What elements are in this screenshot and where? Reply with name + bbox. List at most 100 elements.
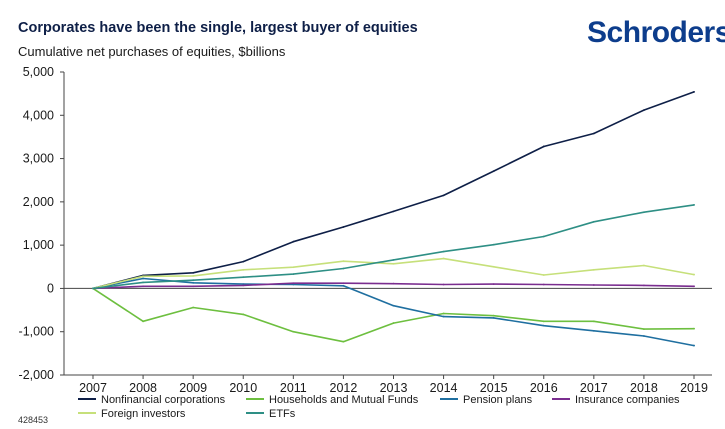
data-point-nonfinancial-corporations-2015 — [492, 170, 495, 173]
data-point-nonfinancial-corporations-2019 — [693, 91, 695, 93]
data-point-pension-plans-2011 — [292, 283, 295, 286]
data-point-pension-plans-2018 — [643, 335, 645, 337]
y-tick-label: 3,000 — [23, 152, 54, 166]
data-point-nonfinancial-corporations-2014 — [442, 194, 445, 197]
data-point-nonfinancial-corporations-2012 — [342, 226, 345, 228]
data-point-foreign-investors-2011 — [292, 266, 295, 269]
data-point-households-and-mutual-funds-2009 — [192, 306, 195, 309]
data-point-insurance-companies-2012 — [342, 282, 345, 285]
data-point-households-and-mutual-funds-2013 — [392, 322, 395, 324]
x-tick-label: 2011 — [280, 381, 307, 395]
data-point-foreign-investors-2019 — [693, 273, 695, 276]
data-point-nonfinancial-corporations-2013 — [392, 210, 395, 213]
data-point-households-and-mutual-funds-2018 — [643, 328, 645, 331]
data-point-insurance-companies-2019 — [693, 285, 695, 288]
x-tick-label: 2008 — [129, 381, 157, 395]
y-tick-label: -2,000 — [19, 368, 54, 382]
data-point-insurance-companies-2016 — [542, 283, 545, 286]
y-tick-label: 0 — [47, 281, 54, 295]
data-point-etfs-2019 — [693, 203, 695, 206]
data-point-households-and-mutual-funds-2008 — [142, 320, 144, 323]
data-point-pension-plans-2019 — [693, 344, 695, 347]
data-point-etfs-2016 — [542, 235, 545, 238]
x-tick-label: 2010 — [229, 381, 257, 395]
data-point-households-and-mutual-funds-2011 — [292, 330, 295, 333]
x-tick-label: 2012 — [330, 381, 358, 395]
data-point-etfs-2013 — [392, 258, 395, 261]
legend-label: Households and Mutual Funds — [269, 394, 419, 406]
data-point-etfs-2012 — [342, 267, 345, 270]
data-point-foreign-investors-2012 — [342, 260, 345, 263]
x-tick-label: 2017 — [580, 381, 608, 395]
data-point-foreign-investors-2010 — [242, 268, 245, 271]
data-point-foreign-investors-2009 — [192, 274, 195, 277]
data-point-nonfinancial-corporations-2011 — [292, 240, 295, 243]
data-point-nonfinancial-corporations-2016 — [542, 145, 545, 148]
data-point-etfs-2007 — [92, 287, 94, 290]
y-tick-label: 4,000 — [23, 108, 54, 122]
data-point-pension-plans-2009 — [192, 281, 195, 284]
series-line-households-and-mutual-funds — [92, 287, 695, 343]
data-point-foreign-investors-2013 — [392, 262, 395, 265]
data-point-pension-plans-2017 — [592, 329, 595, 332]
data-point-foreign-investors-2017 — [592, 268, 595, 271]
data-point-pension-plans-2016 — [542, 324, 545, 327]
data-point-insurance-companies-2015 — [492, 283, 495, 285]
data-point-foreign-investors-2018 — [643, 264, 645, 267]
y-tick-label: -1,000 — [19, 325, 54, 339]
data-point-foreign-investors-2015 — [492, 265, 495, 268]
data-point-nonfinancial-corporations-2009 — [192, 271, 195, 274]
data-point-insurance-companies-2011 — [292, 282, 295, 285]
legend-label: Nonfinancial corporations — [101, 394, 226, 406]
data-point-etfs-2010 — [242, 276, 245, 279]
data-point-pension-plans-2012 — [342, 284, 345, 287]
data-point-etfs-2015 — [492, 243, 495, 246]
series-line-nonfinancial-corporations — [92, 91, 695, 290]
data-point-pension-plans-2013 — [392, 304, 395, 307]
data-point-households-and-mutual-funds-2015 — [492, 314, 495, 317]
data-point-nonfinancial-corporations-2017 — [592, 132, 595, 135]
data-point-pension-plans-2014 — [442, 315, 445, 318]
data-point-pension-plans-2008 — [142, 277, 144, 280]
data-point-etfs-2017 — [592, 220, 595, 223]
data-point-etfs-2011 — [292, 273, 295, 276]
x-tick-label: 2013 — [380, 381, 408, 395]
x-tick-label: 2009 — [179, 381, 207, 395]
data-point-households-and-mutual-funds-2014 — [442, 312, 445, 315]
data-point-pension-plans-2010 — [242, 283, 245, 285]
x-tick-label: 2019 — [680, 381, 708, 395]
y-tick-label: 2,000 — [23, 195, 54, 209]
data-point-etfs-2018 — [643, 211, 645, 214]
legend-label: ETFs — [269, 408, 296, 420]
chart-subtitle: Cumulative net purchases of equities, $b… — [18, 44, 286, 59]
data-point-households-and-mutual-funds-2019 — [693, 327, 695, 330]
legend-label: Foreign investors — [101, 408, 186, 420]
legend-label: Insurance companies — [575, 394, 680, 406]
data-point-etfs-2014 — [442, 250, 445, 253]
data-point-insurance-companies-2008 — [142, 285, 144, 288]
x-tick-label: 2007 — [79, 381, 107, 395]
data-point-households-and-mutual-funds-2012 — [342, 340, 345, 343]
legend-label: Pension plans — [463, 394, 533, 406]
data-point-insurance-companies-2013 — [392, 282, 395, 285]
x-tick-label: 2014 — [430, 381, 458, 395]
data-point-etfs-2008 — [142, 281, 144, 284]
x-tick-label: 2015 — [480, 381, 508, 395]
data-point-nonfinancial-corporations-2010 — [242, 260, 245, 263]
data-point-insurance-companies-2018 — [643, 284, 645, 287]
x-tick-label: 2016 — [530, 381, 558, 395]
data-point-insurance-companies-2010 — [242, 284, 245, 287]
x-tick-label: 2018 — [630, 381, 658, 395]
schroders-logo: Schroders — [587, 16, 725, 49]
data-point-foreign-investors-2008 — [142, 275, 144, 278]
data-point-foreign-investors-2016 — [542, 274, 545, 276]
data-point-households-and-mutual-funds-2017 — [592, 320, 595, 323]
data-point-insurance-companies-2014 — [442, 283, 445, 286]
data-point-etfs-2009 — [192, 279, 195, 282]
chart-title: Corporates have been the single, largest… — [18, 20, 418, 36]
data-point-households-and-mutual-funds-2010 — [242, 313, 245, 316]
data-point-nonfinancial-corporations-2018 — [643, 109, 645, 111]
data-point-foreign-investors-2014 — [442, 257, 445, 260]
y-tick-label: 1,000 — [23, 238, 54, 252]
